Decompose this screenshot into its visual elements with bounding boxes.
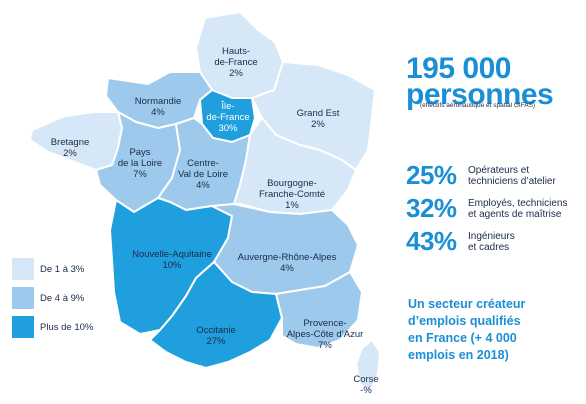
legend-item-light: De 1 à 3% xyxy=(12,258,84,280)
legend-label-medium: De 4 à 9% xyxy=(40,292,85,304)
stat-ingenieurs-desc-line1: Ingénieurs xyxy=(468,230,515,242)
legend-item-medium: De 4 à 9% xyxy=(12,287,84,309)
tagline-line4: emplois en 2018) xyxy=(408,348,509,362)
label-auvergne-rhone-alpes: Auvergne-Rhône-Alpes 4% xyxy=(238,252,337,274)
stat-operateurs-desc-line1: Opérateurs et xyxy=(468,164,530,176)
legend-swatch-dark xyxy=(12,316,34,338)
label-pays-de-la-loire-name: Pays de la Loire xyxy=(117,147,163,169)
label-occitanie-name: Occitanie xyxy=(196,325,236,336)
stat-operateurs-desc: Opérateurs et techniciens d’atelier xyxy=(468,165,556,187)
label-occitanie: Occitanie 27% xyxy=(196,325,236,347)
legend-swatch-light xyxy=(12,258,34,280)
headline-word: personnes xyxy=(406,78,554,111)
label-corse: Corse -% xyxy=(353,374,378,396)
label-auvergne-rhone-alpes-name: Auvergne-Rhône-Alpes xyxy=(237,252,337,263)
headline-number: 195 000 xyxy=(406,52,511,85)
label-grand-est-value: 2% xyxy=(311,119,325,130)
label-bourgogne-franche-comte: Bourgogne- Franche-Comté 1% xyxy=(259,178,325,211)
label-nouvelle-aquitaine: Nouvelle-Aquitaine 10% xyxy=(132,249,212,271)
label-provence-alpes-cote-azur: Provence- Alpes-Côte d’Azur 7% xyxy=(287,318,364,351)
tagline-line1: Un secteur créateur xyxy=(408,297,526,311)
label-nouvelle-aquitaine-name: Nouvelle-Aquitaine xyxy=(132,249,212,260)
label-ile-de-france-value: 30% xyxy=(218,123,238,134)
label-hauts-de-france-value: 2% xyxy=(229,68,243,79)
legend-label-dark: Plus de 10% xyxy=(40,321,94,333)
label-centre-val-de-loire-value: 4% xyxy=(196,180,210,191)
legend-item-dark: Plus de 10% xyxy=(12,316,93,338)
label-bretagne: Bretagne 2% xyxy=(51,137,90,159)
label-pays-de-la-loire-value: 7% xyxy=(133,169,147,180)
stat-operateurs: 25% Opérateurs et techniciens d’atelier xyxy=(406,160,556,191)
legend-swatch-medium xyxy=(12,287,34,309)
label-bretagne-name: Bretagne xyxy=(50,137,90,148)
label-ile-de-france: Île- de-France 30% xyxy=(206,101,249,134)
label-bourgogne-franche-comte-value: 1% xyxy=(285,200,299,211)
stat-employes-desc-line1: Employés, techniciens xyxy=(468,197,568,209)
stat-ingenieurs: 43% Ingénieurs et cadres xyxy=(406,226,515,257)
label-normandie: Normandie 4% xyxy=(135,96,181,118)
label-ile-de-france-name: Île- de-France xyxy=(206,101,250,123)
stat-employes: 32% Employés, techniciens et agents de m… xyxy=(406,193,568,224)
label-centre-val-de-loire: Centre- Val de Loire 4% xyxy=(178,158,228,191)
tagline: Un secteur créateur d’emplois qualifiés … xyxy=(408,296,525,364)
tagline-line2: d’emplois qualifiés xyxy=(408,314,521,328)
label-occitanie-value: 27% xyxy=(206,336,226,347)
label-provence-alpes-cote-azur-name: Provence- Alpes-Côte d’Azur xyxy=(286,318,364,340)
france-map xyxy=(29,11,381,393)
label-grand-est-name: Grand Est xyxy=(296,108,340,119)
stat-ingenieurs-pct: 43% xyxy=(406,226,457,256)
label-nouvelle-aquitaine-value: 10% xyxy=(162,260,182,271)
legend-label-light: De 1 à 3% xyxy=(40,263,85,275)
label-provence-alpes-cote-azur-value: 7% xyxy=(318,340,332,351)
stat-employes-pct: 32% xyxy=(406,193,457,223)
stat-employes-desc: Employés, techniciens et agents de maîtr… xyxy=(468,198,568,220)
stat-operateurs-pct: 25% xyxy=(406,160,457,190)
stat-ingenieurs-desc-line2: et cadres xyxy=(468,241,510,253)
headline: 195 000 personnes xyxy=(406,52,554,111)
label-grand-est: Grand Est 2% xyxy=(297,108,340,130)
label-normandie-name: Normandie xyxy=(134,96,182,107)
region-corse[interactable] xyxy=(355,339,381,393)
stat-ingenieurs-desc: Ingénieurs et cadres xyxy=(468,231,515,253)
region-bourgogne-franche-comte[interactable] xyxy=(233,117,357,215)
label-corse-value: -% xyxy=(360,385,372,396)
stat-employes-desc-line2: et agents de maîtrise xyxy=(468,208,562,220)
label-corse-name: Corse xyxy=(353,374,379,385)
region-provence-alpes-cote-azur[interactable] xyxy=(275,271,363,349)
label-hauts-de-france-name: Hauts- de-France xyxy=(214,46,258,68)
label-centre-val-de-loire-name: Centre- Val de Loire xyxy=(178,158,228,180)
label-pays-de-la-loire: Pays de la Loire 7% xyxy=(118,147,162,180)
stat-operateurs-desc-line2: techniciens d’atelier xyxy=(468,175,556,187)
label-bretagne-value: 2% xyxy=(63,148,77,159)
label-normandie-value: 4% xyxy=(151,107,165,118)
label-auvergne-rhone-alpes-value: 4% xyxy=(280,263,294,274)
label-hauts-de-france: Hauts- de-France 2% xyxy=(214,46,257,79)
headline-note: (effectifs aéronautique et spatial GIFAS… xyxy=(420,102,536,109)
label-bourgogne-franche-comte-name: Bourgogne- Franche-Comté xyxy=(259,178,325,200)
tagline-line3: en France (+ 4 000 xyxy=(408,331,517,345)
